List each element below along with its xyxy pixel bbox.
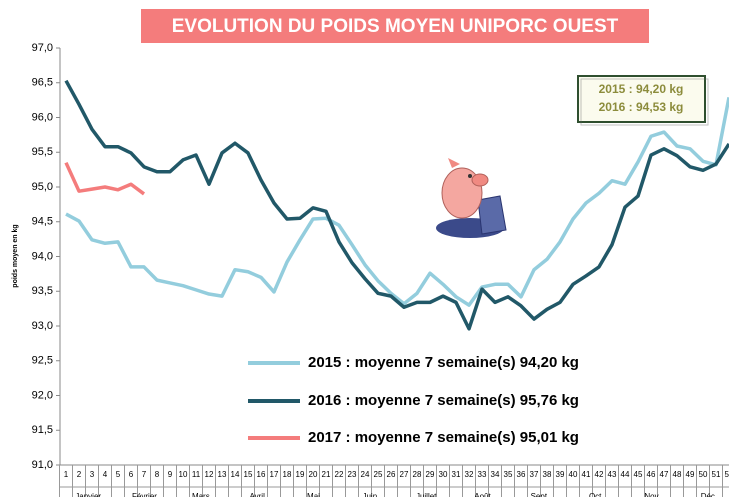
legend-label: 2016 : moyenne 7 semaine(s) 95,76 kg bbox=[308, 392, 579, 409]
x-tick-label: 48 bbox=[673, 470, 682, 479]
legend-label: 2015 : moyenne 7 semaine(s) 94,20 kg bbox=[308, 354, 579, 371]
annotation: 2015 : 94,20 kg bbox=[599, 82, 684, 96]
y-tick-label: 91,5 bbox=[32, 424, 53, 436]
x-tick-label: 46 bbox=[647, 470, 656, 479]
x-tick-label: 14 bbox=[231, 470, 240, 479]
x-tick-label: 20 bbox=[309, 470, 318, 479]
x-tick-label: 25 bbox=[374, 470, 383, 479]
x-tick-label: 12 bbox=[205, 470, 214, 479]
x-tick-label: 52 bbox=[725, 470, 729, 479]
x-tick-label: 29 bbox=[426, 470, 435, 479]
month-label: Mars bbox=[192, 492, 210, 497]
x-tick-label: 31 bbox=[452, 470, 461, 479]
x-tick-label: 49 bbox=[686, 470, 695, 479]
y-axis-label: poids moyen en kg bbox=[12, 224, 19, 287]
x-tick-label: 44 bbox=[621, 470, 630, 479]
x-tick-label: 43 bbox=[608, 470, 617, 479]
month-label: Sept bbox=[531, 492, 548, 497]
x-tick-label: 50 bbox=[699, 470, 708, 479]
x-tick-label: 15 bbox=[244, 470, 253, 479]
x-tick-label: 30 bbox=[439, 470, 448, 479]
y-tick-label: 92,5 bbox=[32, 355, 53, 367]
x-tick-label: 40 bbox=[569, 470, 578, 479]
x-tick-label: 35 bbox=[504, 470, 513, 479]
month-label: Février bbox=[132, 492, 157, 497]
month-label: Août bbox=[474, 492, 491, 497]
x-tick-label: 24 bbox=[361, 470, 370, 479]
x-tick-label: 17 bbox=[270, 470, 279, 479]
y-tick-label: 93,0 bbox=[32, 320, 53, 332]
x-tick-label: 36 bbox=[517, 470, 526, 479]
month-label: Juin bbox=[362, 492, 377, 497]
x-tick-label: 3 bbox=[90, 470, 95, 479]
y-tick-label: 91,0 bbox=[32, 459, 53, 471]
y-tick-label: 95,5 bbox=[32, 146, 53, 158]
y-tick-label: 95,0 bbox=[32, 181, 53, 193]
x-tick-label: 1 bbox=[64, 470, 69, 479]
x-tick-label: 11 bbox=[192, 470, 201, 479]
x-tick-label: 18 bbox=[283, 470, 292, 479]
x-tick-label: 2 bbox=[77, 470, 82, 479]
y-tick-label: 96,0 bbox=[32, 111, 53, 123]
chart-title: EVOLUTION DU POIDS MOYEN UNIPORC OUEST bbox=[172, 16, 619, 37]
y-tick-label: 93,5 bbox=[32, 285, 53, 297]
x-tick-label: 21 bbox=[322, 470, 331, 479]
y-tick-label: 94,0 bbox=[32, 250, 53, 262]
x-tick-label: 27 bbox=[400, 470, 409, 479]
month-label: Avril bbox=[249, 492, 265, 497]
x-tick-label: 42 bbox=[595, 470, 604, 479]
x-tick-label: 41 bbox=[582, 470, 591, 479]
x-tick-label: 8 bbox=[155, 470, 160, 479]
month-label: Oct bbox=[589, 492, 602, 497]
month-label: Janvier bbox=[75, 492, 101, 497]
month-label: Nov bbox=[644, 492, 658, 497]
x-tick-label: 22 bbox=[335, 470, 344, 479]
annotation: 2016 : 94,53 kg bbox=[599, 100, 684, 114]
x-tick-label: 4 bbox=[103, 470, 108, 479]
x-tick-label: 7 bbox=[142, 470, 147, 479]
series-line bbox=[66, 163, 144, 194]
x-tick-label: 39 bbox=[556, 470, 565, 479]
x-tick-label: 26 bbox=[387, 470, 396, 479]
x-tick-label: 32 bbox=[465, 470, 474, 479]
y-tick-label: 96,5 bbox=[32, 77, 53, 89]
y-tick-label: 92,0 bbox=[32, 389, 53, 401]
x-tick-label: 38 bbox=[543, 470, 552, 479]
month-label: Mai bbox=[307, 492, 320, 497]
x-tick-label: 16 bbox=[257, 470, 266, 479]
x-tick-label: 28 bbox=[413, 470, 422, 479]
x-tick-label: 19 bbox=[296, 470, 305, 479]
y-tick-label: 94,5 bbox=[32, 216, 53, 228]
x-tick-label: 37 bbox=[530, 470, 539, 479]
x-tick-label: 33 bbox=[478, 470, 487, 479]
x-tick-label: 45 bbox=[634, 470, 643, 479]
pig-illustration bbox=[436, 158, 506, 238]
month-label: Juillet bbox=[416, 492, 437, 497]
y-tick-label: 97,0 bbox=[32, 42, 53, 54]
x-tick-label: 6 bbox=[129, 470, 134, 479]
legend-label: 2017 : moyenne 7 semaine(s) 95,01 kg bbox=[308, 429, 579, 446]
chart: EVOLUTION DU POIDS MOYEN UNIPORC OUEST p… bbox=[0, 0, 729, 497]
x-tick-label: 10 bbox=[179, 470, 188, 479]
x-tick-label: 47 bbox=[660, 470, 669, 479]
x-tick-label: 23 bbox=[348, 470, 357, 479]
x-tick-label: 34 bbox=[491, 470, 500, 479]
x-tick-label: 9 bbox=[168, 470, 173, 479]
month-label: Déc bbox=[701, 492, 715, 497]
x-tick-label: 13 bbox=[218, 470, 227, 479]
x-tick-label: 51 bbox=[712, 470, 721, 479]
x-tick-label: 5 bbox=[116, 470, 121, 479]
